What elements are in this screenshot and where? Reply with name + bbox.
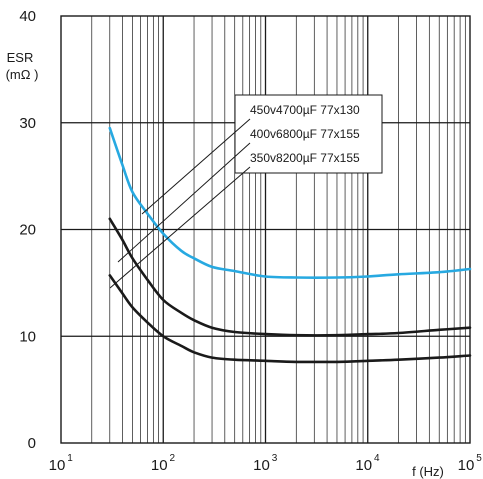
x-tick-exponent: 4 [374,453,380,464]
y-tick-label: 40 [19,8,36,25]
x-tick-label: 10 [458,457,475,474]
y-tick-labels: 0 10 20 30 40 [19,8,36,452]
legend-entry: 400v6800µF 77x155 [250,127,360,141]
series-line [108,126,472,279]
x-tick-label: 10 [253,457,270,474]
legend-box [234,94,383,174]
x-tick-exponent: 2 [169,453,175,464]
legend: 450v4700µF 77x130 400v6800µF 77x155 350v… [109,94,383,289]
x-axis-label: f (Hz) [412,464,444,479]
y-axis-label-line2: (mΩ ) [6,67,39,82]
y-tick-label: 0 [28,435,36,452]
x-tick-exponent: 1 [67,453,73,464]
plot-frame [60,15,471,444]
series-line [108,274,472,364]
legend-entry: 450v4700µF 77x130 [250,103,360,117]
y-axis-label-line1: ESR [7,50,34,65]
x-tick-exponent: 5 [476,453,482,464]
x-tick-label: 10 [355,457,372,474]
legend-entry: 350v8200µF 77x155 [250,151,360,165]
x-tick-labels: 10 1 10 2 10 3 10 4 10 5 [49,453,483,474]
leader-line [117,142,251,263]
series-line [108,217,472,337]
y-tick-label: 10 [19,328,36,345]
y-tick-label: 20 [19,222,36,239]
leader-line [141,118,251,215]
leader-line [109,166,251,289]
x-tick-label: 10 [151,457,168,474]
x-tick-exponent: 3 [272,453,278,464]
series-lines [108,126,472,364]
x-tick-label: 10 [49,457,66,474]
y-tick-label: 30 [19,115,36,132]
